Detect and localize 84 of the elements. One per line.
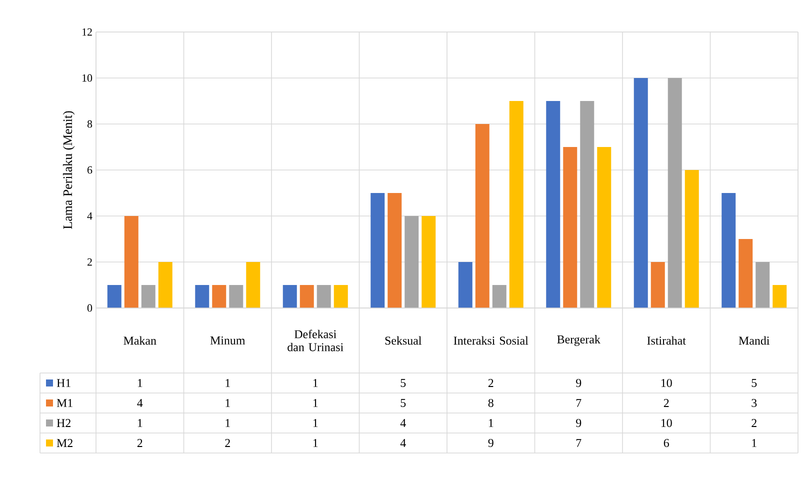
bar <box>738 238 753 308</box>
bar <box>634 78 648 308</box>
bar <box>458 262 472 308</box>
data-label: 5 <box>400 399 406 407</box>
bar <box>597 146 612 308</box>
bar <box>722 192 736 308</box>
bar <box>158 262 172 308</box>
bar <box>404 216 419 308</box>
data-label: 1 <box>313 439 318 447</box>
data-label: 5 <box>752 379 757 387</box>
legend-label: M2 <box>56 439 72 447</box>
data-label: 2 <box>488 379 494 387</box>
x-tick-label: Makan <box>124 336 156 345</box>
data-label: 1 <box>313 399 318 407</box>
data-label: 1 <box>138 419 142 427</box>
bar <box>772 284 787 308</box>
data-label: 1 <box>752 439 756 447</box>
x-tick-label: Interaksi Sosial <box>454 336 528 345</box>
data-label: 10 <box>661 378 672 388</box>
bar <box>334 284 348 308</box>
bar <box>212 284 226 308</box>
data-label: 1 <box>313 419 318 427</box>
bar <box>124 216 138 308</box>
data-label: 4 <box>137 399 143 407</box>
bar <box>300 284 314 308</box>
bar <box>684 170 699 308</box>
bar <box>580 100 594 308</box>
data-label: 2 <box>225 439 230 447</box>
y-tick-label: 0 <box>87 304 92 312</box>
bar <box>668 78 682 308</box>
data-label: 1 <box>226 379 230 387</box>
data-label: 1 <box>226 399 230 407</box>
data-label: 2 <box>752 419 756 427</box>
bar <box>282 284 297 308</box>
legend-label: H2 <box>56 419 70 427</box>
bar <box>195 284 210 308</box>
bar <box>650 262 665 308</box>
data-label: 10 <box>661 418 672 428</box>
x-tick-label: Defekasi dan Urinasi <box>288 330 344 352</box>
bar <box>141 284 156 308</box>
data-label: 2 <box>664 399 669 407</box>
bar <box>229 284 244 308</box>
x-tick-label: Istirahat <box>647 336 686 345</box>
y-tick-label: 10 <box>82 74 92 82</box>
x-tick-label: Seksual <box>385 336 422 345</box>
data-label: 8 <box>488 398 494 408</box>
bar <box>492 284 506 308</box>
data-label: 1 <box>488 419 494 427</box>
y-tick-label: 12 <box>82 28 92 36</box>
data-label: 1 <box>226 419 230 427</box>
y-tick-label: 8 <box>87 120 92 128</box>
bar <box>107 284 122 308</box>
y-tick-label: 4 <box>87 212 92 220</box>
bar <box>475 124 490 308</box>
y-tick-label: 6 <box>87 166 92 174</box>
data-label: 2 <box>137 439 142 447</box>
bar <box>246 262 260 308</box>
bar <box>370 192 385 308</box>
y-tick-label: 2 <box>87 258 92 266</box>
bar <box>563 146 578 308</box>
legend-label: M1 <box>56 399 72 407</box>
data-label: 7 <box>576 439 582 447</box>
legend-label: H1 <box>56 379 70 387</box>
x-tick-label: Bergerak <box>557 335 600 346</box>
data-label: 1 <box>138 379 142 387</box>
bar <box>388 192 402 308</box>
x-tick-label: Minum <box>210 336 246 344</box>
data-label: 9 <box>576 418 582 427</box>
data-label: 4 <box>400 419 406 427</box>
data-label: 6 <box>664 438 670 447</box>
bar <box>509 100 524 308</box>
data-label: 9 <box>576 378 582 387</box>
bar <box>546 100 560 308</box>
bar <box>422 216 436 308</box>
data-label: 7 <box>576 399 582 407</box>
data-label: 5 <box>400 379 406 387</box>
data-label: 4 <box>400 439 406 447</box>
data-label: 9 <box>488 438 494 447</box>
data-label: 1 <box>313 379 318 387</box>
data-label: 3 <box>752 398 757 407</box>
x-tick-label: Mandi <box>738 336 770 345</box>
y-axis-title: Lama Perilaku (Menit) <box>62 111 75 229</box>
bar <box>756 262 770 308</box>
bar <box>316 284 331 308</box>
